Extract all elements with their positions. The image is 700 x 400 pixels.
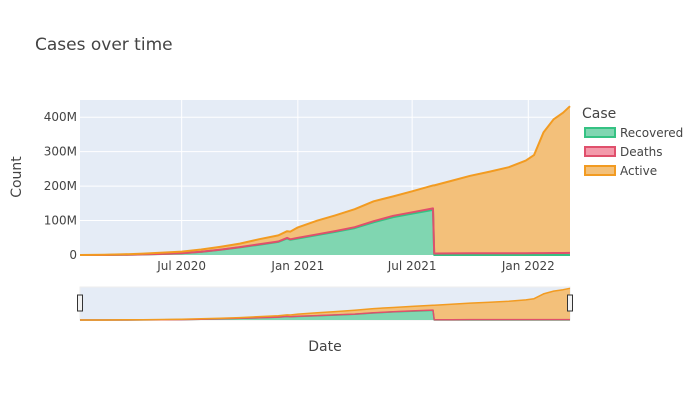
x-tick-label: Jan 2022 [501, 259, 555, 273]
legend-swatch-recovered [584, 127, 616, 138]
rangeslider-line-series [80, 287, 571, 321]
x-tick-label: Jan 2021 [270, 259, 324, 273]
legend-title: Case [582, 106, 616, 122]
rangeslider-area-series [80, 288, 570, 320]
legend-item-deaths[interactable]: Deaths [584, 145, 663, 159]
y-tick-label: 200M [44, 179, 77, 193]
rangeslider-left-handle[interactable] [77, 294, 83, 312]
y-tick-label: 400M [44, 110, 77, 124]
legend-swatch-active [584, 165, 616, 176]
line-series [79, 105, 571, 256]
x-tick-label: Jul 2021 [387, 259, 437, 273]
y-axis-title: Count [9, 156, 25, 198]
rangeslider-area-active [80, 288, 570, 320]
x-axis-title: Date [308, 339, 341, 355]
area-recovered [80, 209, 570, 255]
legend-label-deaths: Deaths [620, 145, 663, 159]
line-deaths [80, 207, 571, 256]
rangeslider-area-recovered [80, 310, 570, 320]
y-tick-label: 100M [44, 214, 77, 228]
x-tick-label: Jul 2020 [156, 259, 206, 273]
legend-swatch-deaths [584, 146, 616, 157]
legend-label-active: Active [620, 164, 657, 178]
legend-label-recovered: Recovered [620, 126, 683, 140]
rangeslider-line-active [80, 287, 571, 321]
y-tick-labels: 0 100M 200M 300M 400M [44, 110, 77, 262]
rangeslider-right-handle[interactable] [567, 294, 573, 312]
y-tick-label: 0 [69, 248, 77, 262]
legend-item-recovered[interactable]: Recovered [584, 126, 683, 140]
area-active [80, 106, 570, 255]
legend-item-active[interactable]: Active [584, 164, 657, 178]
legend: Case Recovered Deaths Active [582, 106, 683, 178]
x-tick-labels: Jul 2020 Jan 2021 Jul 2021 Jan 2022 [156, 259, 555, 273]
area-series [80, 106, 570, 255]
chart-title: Cases over time [35, 35, 173, 55]
line-active [79, 105, 571, 256]
y-tick-label: 300M [44, 145, 77, 159]
